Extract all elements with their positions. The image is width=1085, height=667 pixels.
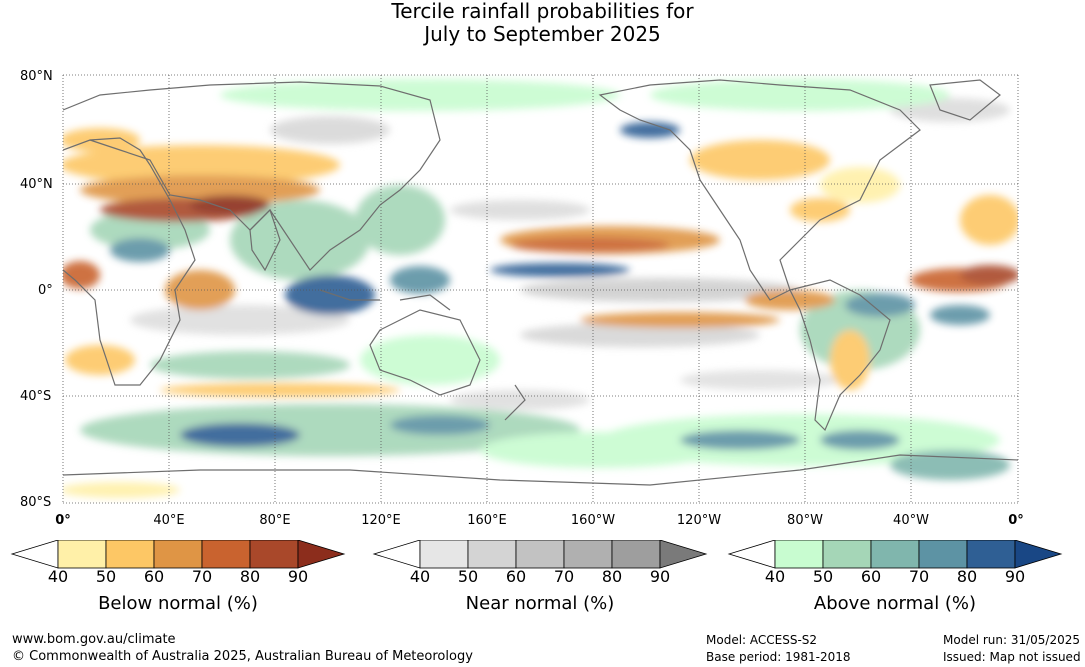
lon-label-80e: 80°E	[259, 513, 291, 528]
colorbar-near-tick-90: 90	[649, 567, 671, 586]
probability-shading	[63, 79, 1018, 498]
colorbar-swatch	[563, 540, 613, 569]
colorbar-swatch	[419, 540, 469, 569]
colorbar-above-tick-70: 70	[908, 567, 930, 586]
rainfall-probability-map	[62, 74, 1019, 504]
colorbar-swatch	[57, 540, 107, 569]
colorbar-below-tick-80: 80	[239, 567, 261, 586]
map-title: Tercile rainfall probabilities for July …	[0, 0, 1085, 46]
colorbar-above-tick-40: 40	[764, 567, 786, 586]
colorbar-swatch	[105, 540, 155, 569]
colorbar-above-tick-60: 60	[860, 567, 882, 586]
lon-label-120w: 120°W	[676, 513, 722, 528]
footer-model-run: Model run: 31/05/2025	[943, 633, 1081, 647]
colorbar-near-tick-40: 40	[409, 567, 431, 586]
footer-copyright: © Commonwealth of Australia 2025, Austra…	[12, 649, 473, 664]
colorbar-swatch	[611, 540, 661, 569]
colorbar-swatch	[201, 540, 251, 569]
lat-label-40n: 40°N	[20, 177, 53, 192]
lat-label-equator: 0°	[38, 283, 53, 298]
lon-label-80w: 80°W	[787, 513, 823, 528]
colorbar-above-tick-50: 50	[812, 567, 834, 586]
colorbar-extend-low	[10, 540, 59, 569]
colorbar-extend-low	[372, 540, 421, 569]
colorbar-near-tick-60: 60	[505, 567, 527, 586]
lat-label-80n: 80°N	[20, 69, 53, 84]
colorbar-below-normal: 40 50 60 70 80 90 Below normal (%)	[10, 540, 350, 620]
colorbar-extend-high	[297, 540, 346, 569]
colorbar-below-tick-90: 90	[287, 567, 309, 586]
colorbar-swatch	[249, 540, 299, 569]
colorbar-above-label: Above normal (%)	[813, 593, 977, 614]
colorbar-below-tick-40: 40	[47, 567, 69, 586]
footer-base-period: Base period: 1981-2018	[706, 650, 851, 664]
footer-model-info: Model: ACCESS-S2 Base period: 1981-2018	[706, 632, 851, 666]
lon-label-40w: 40°W	[893, 513, 929, 528]
footer-left: www.bom.gov.au/climate © Commonwealth of…	[12, 631, 473, 665]
colorbar-swatch	[966, 540, 1016, 569]
title-line-1: Tercile rainfall probabilities for	[391, 0, 694, 23]
colorbar-swatch	[918, 540, 968, 569]
colorbar-below-normal-swatches	[10, 540, 346, 569]
colorbar-extend-low	[727, 540, 776, 569]
lon-label-0-west: 0°	[55, 513, 71, 528]
colorbar-near-normal: 40 50 60 70 80 90 Near normal (%)	[372, 540, 712, 620]
colorbar-swatch	[153, 540, 203, 569]
colorbar-swatch	[467, 540, 517, 569]
colorbar-above-normal: 40 50 60 70 80 90 Above normal (%)	[727, 540, 1067, 620]
lon-label-120e: 120°E	[361, 513, 401, 528]
title-line-2: July to September 2025	[424, 22, 661, 46]
footer-issued: Issued: Map not issued	[943, 650, 1081, 664]
footer-run-info: Model run: 31/05/2025 Issued: Map not is…	[943, 632, 1081, 666]
lon-label-160w: 160°W	[570, 513, 616, 528]
map-gridlines	[62, 74, 1019, 504]
colorbar-near-normal-swatches	[372, 540, 708, 569]
colorbar-near-tick-50: 50	[457, 567, 479, 586]
footer-model: Model: ACCESS-S2	[706, 633, 818, 647]
colorbar-swatch	[774, 540, 824, 569]
colorbar-below-label: Below normal (%)	[98, 593, 258, 614]
lat-label-40s: 40°S	[20, 389, 52, 404]
colorbar-extend-high	[659, 540, 708, 569]
colorbar-above-tick-80: 80	[956, 567, 978, 586]
colorbar-above-tick-90: 90	[1004, 567, 1026, 586]
lon-label-160e: 160°E	[467, 513, 507, 528]
lat-label-80s: 80°S	[20, 495, 52, 510]
colorbar-below-tick-50: 50	[95, 567, 117, 586]
lon-label-40e: 40°E	[153, 513, 185, 528]
colorbar-near-label: Near normal (%)	[465, 593, 615, 614]
colorbar-swatch	[515, 540, 565, 569]
colorbar-swatch	[822, 540, 872, 569]
colorbar-near-tick-80: 80	[601, 567, 623, 586]
colorbar-near-tick-70: 70	[553, 567, 575, 586]
lon-label-0-east: 0°	[1008, 513, 1024, 528]
colorbar-extend-high	[1014, 540, 1063, 569]
colorbar-above-normal-swatches	[727, 540, 1063, 569]
footer-url: www.bom.gov.au/climate	[12, 632, 176, 647]
colorbar-below-tick-70: 70	[191, 567, 213, 586]
colorbar-below-tick-60: 60	[143, 567, 165, 586]
colorbar-swatch	[870, 540, 920, 569]
